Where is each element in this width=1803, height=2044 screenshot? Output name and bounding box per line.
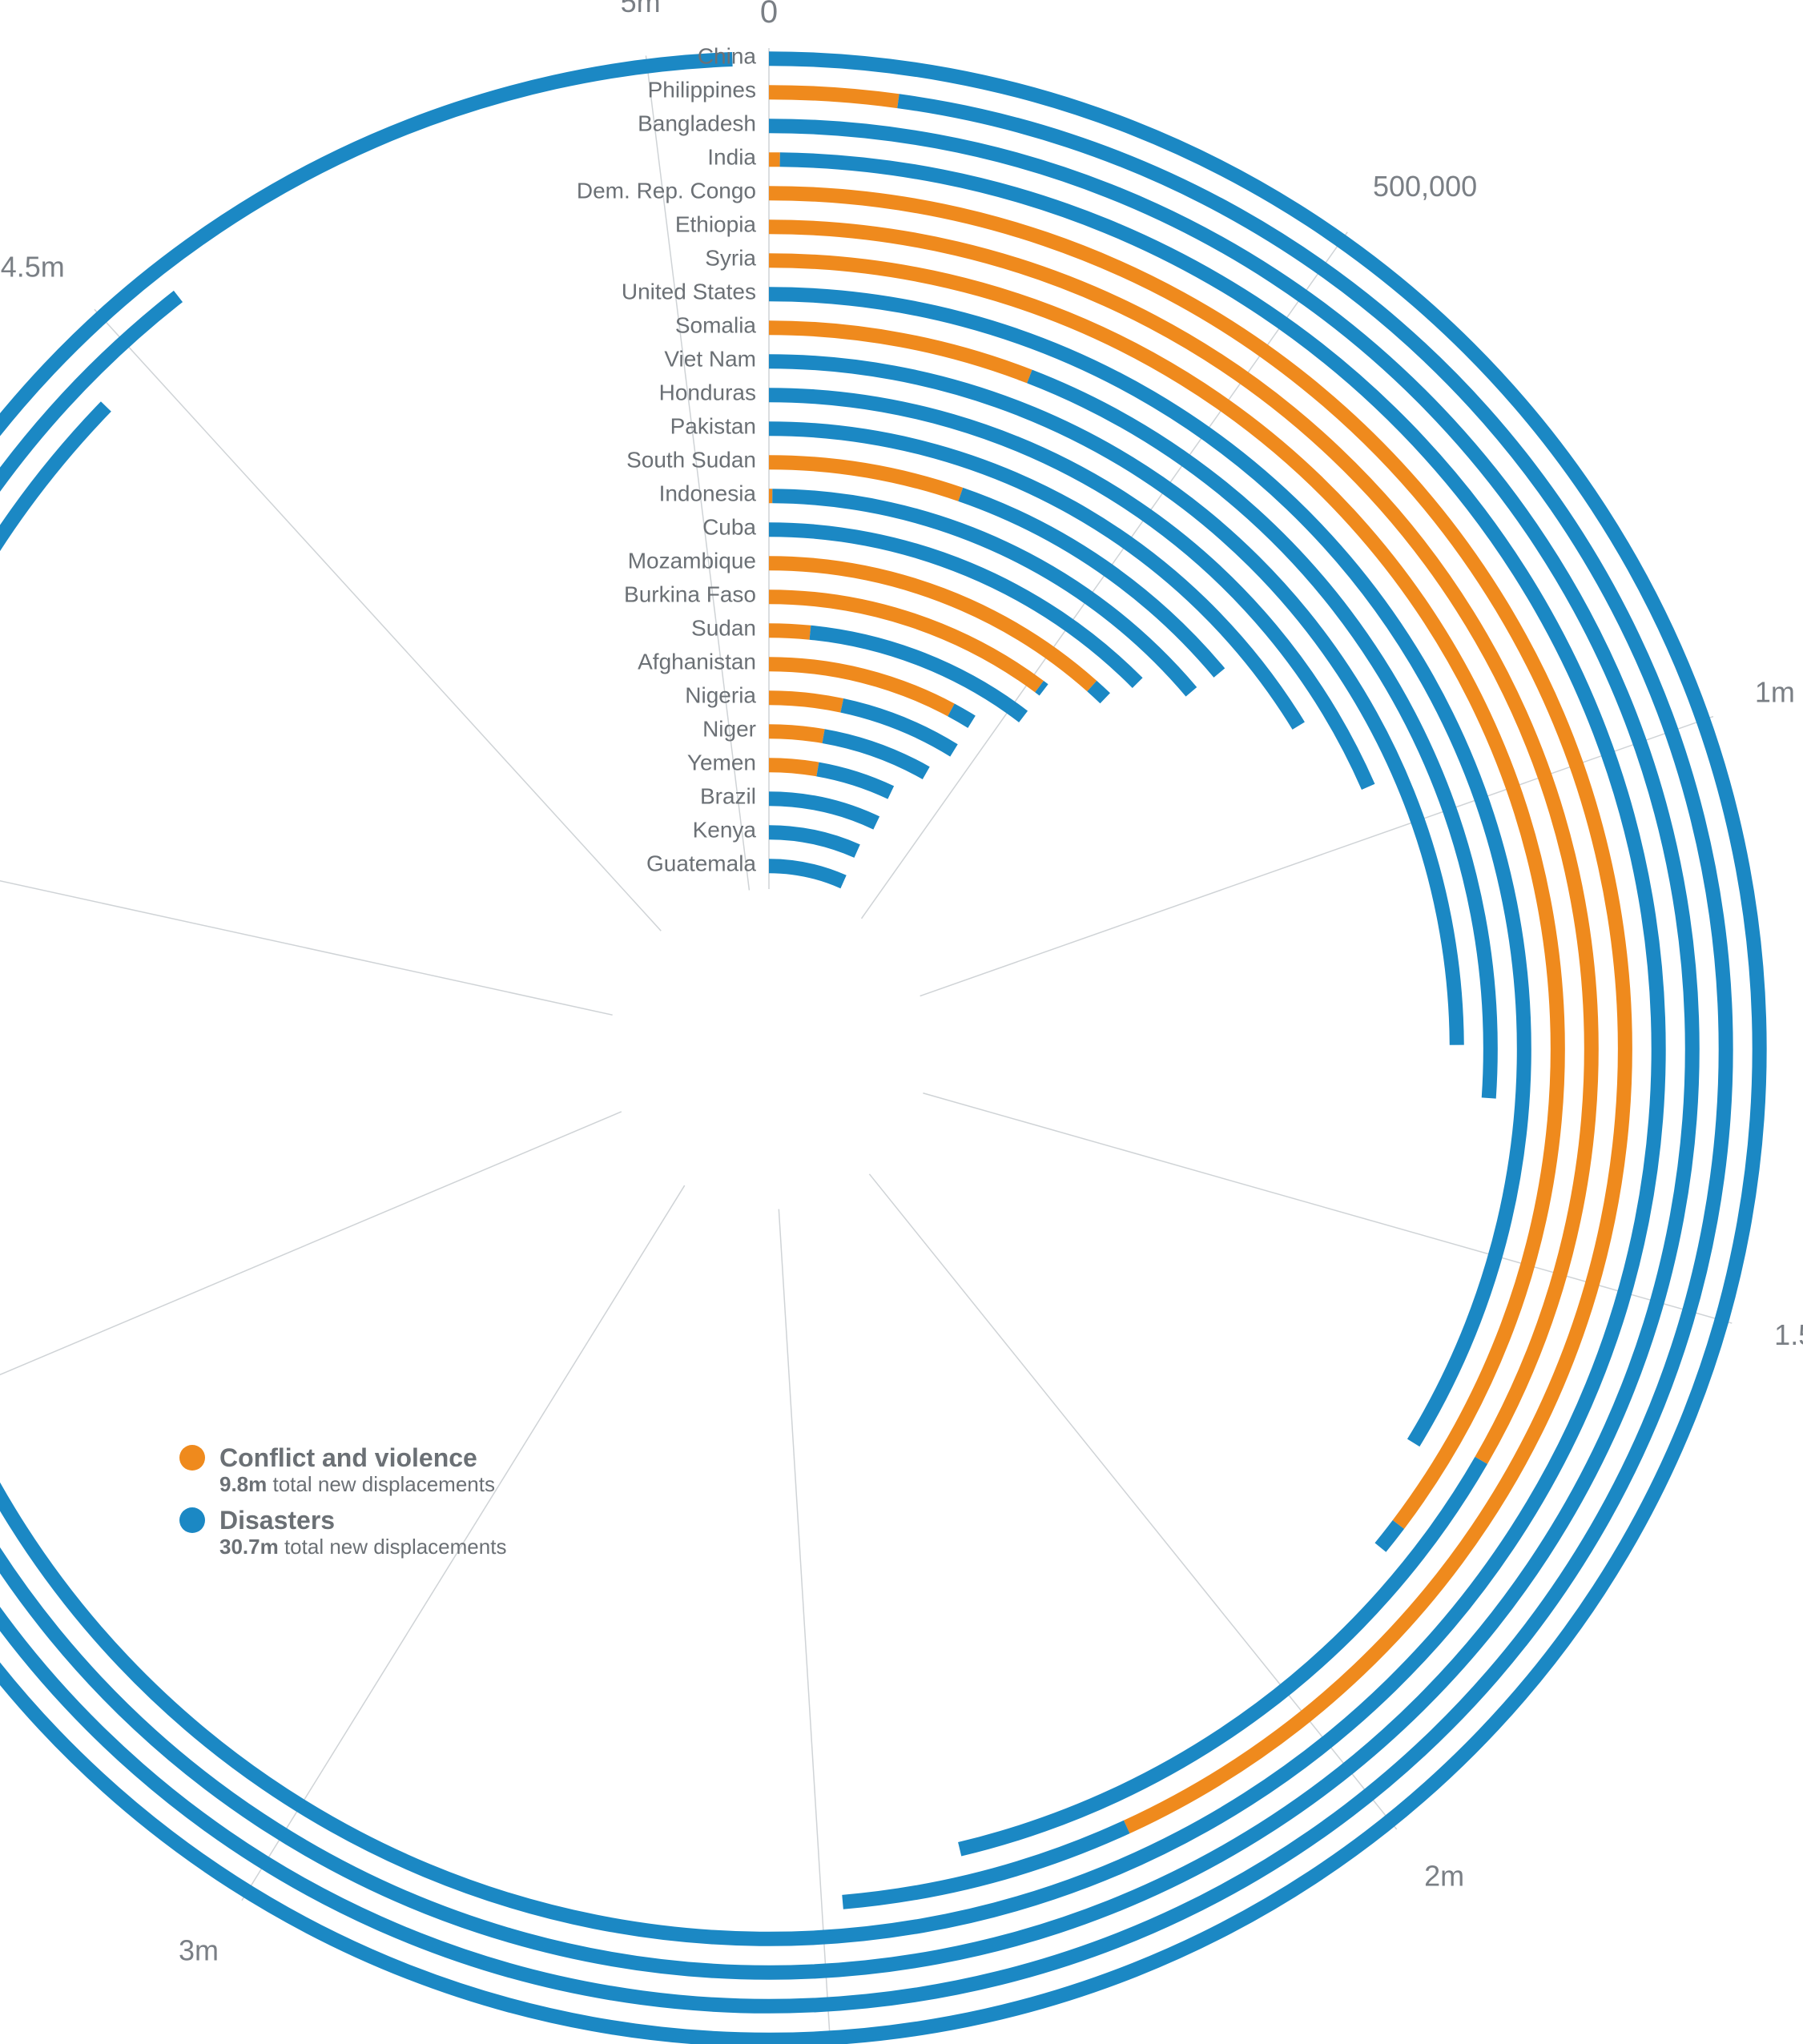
legend-item-subtitle: 30.7m total new displacements <box>219 1535 506 1559</box>
bars <box>0 58 1760 2040</box>
grid-spoke <box>0 835 613 1016</box>
country-label: South Sudan <box>626 448 756 473</box>
country-label: Bangladesh <box>638 111 756 136</box>
bar-disasters <box>1092 686 1105 698</box>
legend: Conflict and violence9.8m total new disp… <box>179 1443 506 1559</box>
bar-conflict <box>769 630 810 633</box>
legend-item-subtitle: 9.8m total new displacements <box>219 1472 495 1496</box>
bar-disasters <box>1040 686 1044 690</box>
axis-tick-label: 0 <box>760 0 778 30</box>
axis-tick-label: 2m <box>1424 1860 1464 1893</box>
country-label: India <box>707 145 756 170</box>
country-label: Cuba <box>702 515 756 540</box>
radial-bar-chart: China Philippines Bangladesh India Dem. Rep.… <box>0 0 1803 2044</box>
grid-spoke <box>95 309 661 931</box>
country-label: Yemen <box>687 750 756 775</box>
bar-conflict <box>769 765 818 769</box>
axis-tick-label: 1.5m <box>1774 1318 1803 1351</box>
bar-disasters <box>769 832 857 851</box>
country-label: Syria <box>705 246 756 271</box>
axis-tick-label: 5m <box>621 0 661 18</box>
country-label: China <box>698 44 757 69</box>
country-label: Ethiopia <box>675 212 757 237</box>
bar-conflict <box>769 698 842 706</box>
country-label: Kenya <box>693 818 757 843</box>
country-label: Guatemala <box>646 851 756 876</box>
bar-conflict <box>769 92 898 101</box>
legend-item-title: Disasters <box>219 1506 335 1535</box>
country-label: Brazil <box>700 784 756 809</box>
country-label: Niger <box>702 717 756 742</box>
legend-item-title: Conflict and violence <box>219 1443 477 1472</box>
bar-disasters <box>0 101 1726 2006</box>
country-label: Somalia <box>675 313 757 338</box>
axis-tick-label: 3m <box>179 1934 219 1967</box>
legend-dot <box>179 1445 205 1471</box>
country-label: Philippines <box>648 78 756 103</box>
bar-disasters <box>951 710 972 722</box>
country-label: Pakistan <box>670 414 756 439</box>
bar-disasters <box>769 799 876 823</box>
axis-tick-label: 4.5m <box>1 251 65 284</box>
bar-disasters <box>1380 1524 1398 1547</box>
country-label: Nigeria <box>685 683 756 708</box>
country-label: Viet Nam <box>664 347 756 372</box>
country-label: Indonesia <box>659 481 757 506</box>
grid-spoke <box>920 717 1713 996</box>
country-label: Mozambique <box>628 549 756 573</box>
country-label: Afghanistan <box>638 650 756 674</box>
grid-spoke <box>0 1112 622 1439</box>
country-label: Dem. Rep. Congo <box>577 179 756 203</box>
legend-dot <box>179 1507 205 1533</box>
bar-disasters <box>769 866 843 882</box>
country-label: Burkina Faso <box>624 582 756 607</box>
grid-spoke <box>869 1174 1396 1829</box>
axis-tick-label: 1m <box>1755 675 1795 708</box>
country-label: Honduras <box>659 380 756 405</box>
bar-conflict <box>769 731 823 736</box>
country-labels: China Philippines Bangladesh India Dem. Rep.… <box>577 44 757 876</box>
country-label: United States <box>622 280 756 304</box>
axis-tick-label: 500,000 <box>1373 170 1477 203</box>
bar-disasters <box>818 769 891 792</box>
country-label: Sudan <box>691 616 756 641</box>
grid-spoke <box>779 1209 831 2044</box>
